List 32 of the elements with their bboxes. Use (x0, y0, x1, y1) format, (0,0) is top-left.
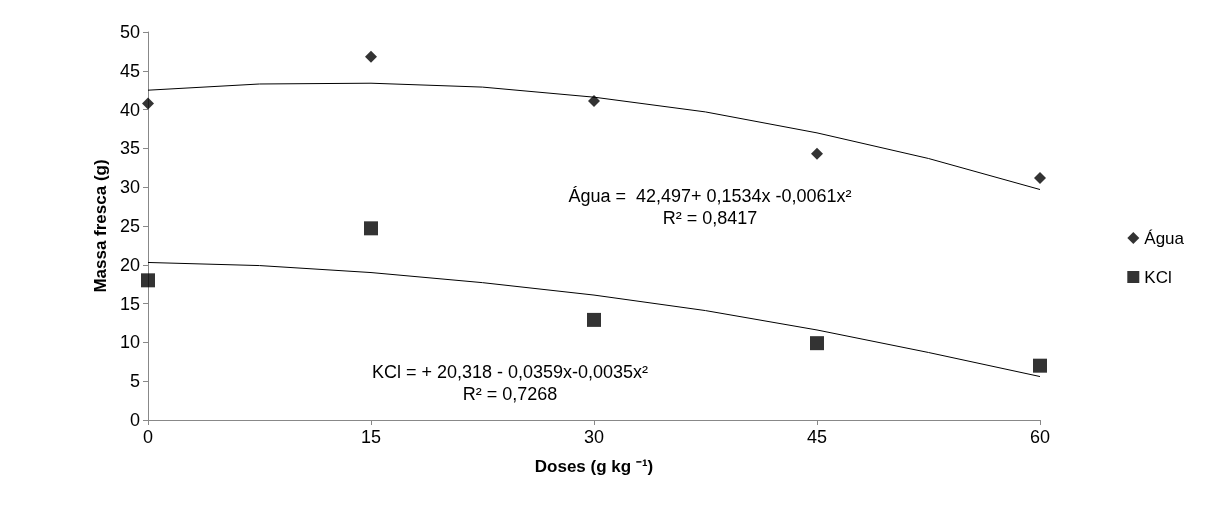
point (587, 312, 601, 327)
point (1033, 358, 1047, 373)
y-tick-label: 5 (129, 371, 140, 392)
x-tick-label: 15 (360, 427, 382, 447)
x-axis-title: Doses (g kg ⁻¹) (534, 457, 654, 476)
legend-label: Água (1144, 228, 1185, 248)
y-tick-label: 40 (119, 99, 140, 120)
point (365, 50, 377, 63)
y-tick-label: 20 (119, 254, 140, 275)
x-tick-label: 30 (583, 427, 605, 447)
y-tick-label: 35 (119, 138, 140, 159)
point (1034, 171, 1046, 184)
x-tick-label: 60 (1029, 427, 1051, 447)
y-tick-label: 15 (119, 293, 140, 314)
annotation: KCl = + 20,318 - 0,0359x-0,0035x² R² = 0,7268 (371, 362, 649, 404)
y-tick-label: 10 (119, 332, 140, 353)
annotation: Água = 42,497+ 0,1534x -0,0061x² R² = 0,8417 (568, 186, 852, 228)
y-tick-label: 30 (119, 177, 140, 198)
point (364, 221, 378, 236)
point (142, 97, 154, 110)
y-tick-label: 45 (119, 60, 140, 81)
x-tick-label: 45 (806, 427, 828, 447)
point (810, 336, 824, 351)
point (588, 95, 600, 108)
legend-label: KCl (1144, 267, 1172, 287)
y-tick-label: 25 (119, 216, 140, 236)
point (811, 147, 823, 160)
point (141, 273, 155, 288)
y-tick-label: 50 (119, 22, 140, 42)
y-axis-title: Massa fresca (g) (91, 159, 111, 293)
x-tick-label: 0 (142, 427, 154, 447)
y-tick-label: 0 (129, 410, 140, 430)
